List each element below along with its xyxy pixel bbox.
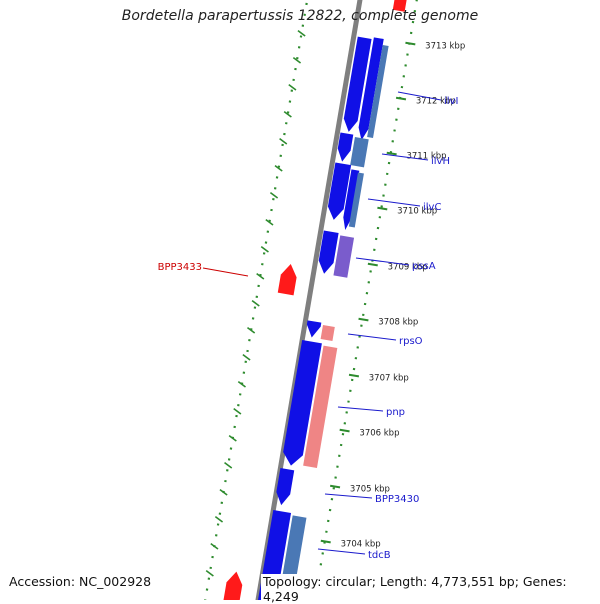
- cds-box: [303, 345, 338, 469]
- genome-backbone: [254, 0, 363, 604]
- inner-ring-dash: [214, 515, 224, 523]
- scale-tick: [395, 96, 407, 101]
- gene-arrow: [306, 320, 322, 338]
- inner-ring-dash: [269, 191, 279, 199]
- scale-tick: [339, 428, 350, 433]
- gene-arrow: [343, 169, 360, 231]
- inner-ring-dash: [237, 380, 246, 388]
- gene-arrow: [343, 36, 372, 132]
- gene-label: ilvC: [423, 202, 441, 213]
- inner-ring-dash: [274, 164, 283, 172]
- gene-leader-line: [355, 257, 410, 266]
- inner-ring-dash: [288, 83, 297, 91]
- inner-ring-dash: [219, 488, 228, 496]
- left-leader-line: [202, 267, 249, 277]
- inner-ring-dash: [242, 353, 251, 361]
- cds-box: [350, 137, 369, 168]
- scale-tick: [358, 317, 369, 322]
- gene-leader-line: [397, 91, 442, 101]
- left-gene-label: BPP3433: [158, 262, 202, 273]
- gene-label: ilvI: [444, 96, 458, 107]
- scale-label: 3711 kbp: [406, 152, 446, 162]
- scale-tick: [405, 41, 416, 46]
- gene-label: pnp: [386, 407, 405, 418]
- gene-arrow: [318, 230, 339, 274]
- gene-label: tdcB: [368, 550, 391, 561]
- gene-leader-line: [347, 333, 397, 341]
- cds-box: [320, 325, 335, 342]
- cds-box: [367, 45, 389, 139]
- cds-box: [348, 172, 364, 228]
- gene-arrow: [327, 162, 352, 220]
- gene-arrow: [337, 132, 354, 162]
- inner-dotted-ring: [203, 0, 309, 602]
- scale-label: 3705 kbp: [350, 485, 390, 495]
- gene-label: BPP3430: [375, 494, 419, 505]
- inner-ring-dash: [256, 272, 265, 280]
- inner-ring-dash: [233, 407, 242, 415]
- gene-label: rpsO: [399, 336, 423, 347]
- inner-ring-dash: [210, 542, 219, 550]
- scale-label: 3707 kbp: [369, 374, 409, 384]
- gene-arrow: [283, 340, 322, 466]
- gene-label: ilvH: [431, 156, 450, 167]
- inner-ring-dash: [247, 326, 256, 334]
- inner-ring-dash: [297, 29, 306, 37]
- gene-arrow-reverse: [392, 0, 407, 12]
- scale-tick: [367, 262, 378, 267]
- scale-label: 3710 kbp: [397, 207, 437, 217]
- inner-ring-dash: [265, 218, 274, 226]
- gene-arrow-reverse: [222, 571, 243, 604]
- inner-ring-dash: [205, 569, 214, 577]
- gene-arrow: [276, 468, 295, 506]
- gene-arrow: [358, 37, 384, 141]
- inner-ring-dash: [279, 137, 288, 145]
- map-title: Bordetella parapertussis 12822, complete…: [121, 8, 479, 24]
- scale-label: 3713 kbp: [425, 42, 465, 52]
- scale-tick: [377, 206, 388, 211]
- scale-label: 3709 kbp: [388, 263, 428, 273]
- gene-leader-line: [337, 406, 384, 412]
- inner-ring-dash: [228, 434, 237, 442]
- scale-tick: [329, 484, 341, 489]
- gene-leader-line: [367, 198, 421, 207]
- outer-dotted-ring: [313, 0, 418, 604]
- scale-label: 3706 kbp: [359, 429, 399, 439]
- scale-tick: [320, 539, 331, 544]
- gene-arrow-reverse: [277, 263, 297, 296]
- scale-tick: [386, 151, 397, 156]
- inner-ring-dash: [260, 245, 269, 253]
- scale-label: 3712 kbp: [416, 97, 456, 107]
- inner-ring-dash: [292, 56, 302, 64]
- scale-tick: [348, 373, 360, 378]
- gene-leader-line: [317, 548, 366, 555]
- scale-label: 3708 kbp: [378, 318, 418, 328]
- gene-leader-line: [381, 153, 429, 161]
- accession-text: Accession: NC_002928: [9, 574, 152, 589]
- inner-ring-dash: [224, 461, 233, 469]
- inner-ring-dash: [251, 299, 260, 307]
- inner-ring-dash: [283, 110, 292, 118]
- cds-box: [333, 235, 355, 278]
- topology-summary: Topology: circular; Length: 4,773,551 bp…: [261, 574, 600, 604]
- gene-label: pssA: [412, 261, 436, 272]
- scale-label: 3704 kbp: [341, 540, 381, 550]
- gene-leader-line: [324, 493, 373, 499]
